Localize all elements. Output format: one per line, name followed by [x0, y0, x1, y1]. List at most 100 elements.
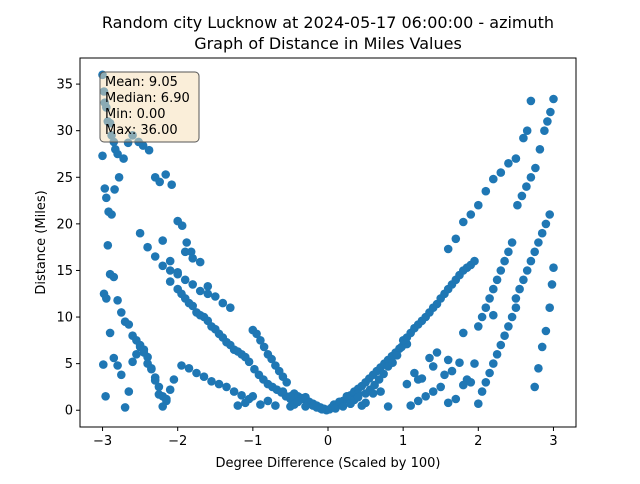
x-tick-label: −2 — [168, 434, 187, 449]
x-tick-label: −3 — [93, 434, 112, 449]
x-ticks: −3 −2 −1 0 1 2 3 — [93, 427, 558, 449]
data-point — [150, 376, 160, 385]
data-point — [154, 382, 164, 392]
data-point — [317, 405, 327, 414]
data-point — [489, 359, 498, 368]
data-point — [511, 294, 521, 303]
data-point — [286, 392, 295, 401]
data-point — [218, 298, 228, 308]
data-point — [167, 180, 176, 189]
data-point — [522, 266, 532, 275]
data-point — [466, 210, 476, 219]
data-point — [549, 263, 558, 273]
data-point — [162, 394, 171, 404]
data-point — [226, 303, 235, 313]
data-point — [214, 379, 224, 389]
data-point — [109, 353, 119, 363]
data-point — [233, 401, 243, 410]
plot-area-frame — [79, 57, 577, 428]
data-point — [481, 378, 491, 387]
data-point — [515, 284, 524, 294]
data-point — [541, 326, 551, 336]
data-point — [537, 228, 547, 238]
data-point — [474, 322, 483, 331]
data-point — [113, 361, 122, 370]
data-point — [165, 256, 175, 266]
data-point — [545, 303, 554, 313]
data-point — [436, 382, 446, 392]
data-point — [188, 301, 197, 311]
data-point — [113, 149, 122, 159]
data-point — [144, 145, 154, 155]
data-point — [229, 387, 239, 396]
data-point — [421, 392, 431, 401]
data-point — [278, 387, 288, 396]
data-point — [517, 191, 527, 201]
data-point — [474, 399, 483, 409]
data-point — [338, 402, 348, 411]
data-point — [443, 355, 453, 365]
data-point — [107, 210, 116, 219]
chart-title-line1: Random city Lucknow at 2024-05-17 06:00:… — [102, 13, 554, 32]
data-point — [547, 280, 557, 289]
data-point — [511, 303, 521, 313]
data-point — [346, 399, 355, 409]
data-point — [139, 345, 149, 355]
data-point — [105, 328, 115, 338]
data-points — [98, 70, 558, 415]
data-point — [413, 396, 423, 406]
data-point — [470, 256, 479, 266]
data-point — [530, 382, 539, 392]
data-point — [128, 357, 137, 367]
data-point — [383, 402, 393, 411]
data-point — [154, 390, 164, 399]
data-point — [237, 391, 246, 400]
data-point — [534, 364, 543, 373]
data-point — [211, 292, 220, 301]
data-point — [459, 380, 468, 390]
x-tick-label: 2 — [474, 434, 482, 449]
data-point — [425, 353, 434, 363]
data-point — [519, 133, 528, 143]
y-tick-label: 10 — [56, 311, 73, 326]
data-point — [443, 244, 453, 254]
data-point — [124, 320, 134, 329]
data-point — [177, 361, 186, 370]
data-point — [496, 168, 506, 177]
data-point — [158, 402, 167, 411]
y-tick-label: 30 — [56, 124, 73, 139]
data-point — [368, 389, 378, 398]
data-point — [535, 145, 545, 154]
data-point — [541, 219, 551, 229]
data-point — [103, 241, 113, 250]
data-point — [177, 221, 187, 230]
data-point — [180, 247, 190, 257]
data-point — [102, 193, 111, 203]
data-point — [455, 358, 464, 368]
data-point — [546, 107, 555, 117]
y-tick-label: 25 — [56, 171, 73, 186]
data-point — [192, 368, 201, 378]
data-point — [195, 257, 205, 267]
data-point — [173, 268, 182, 277]
data-point — [496, 266, 506, 275]
data-point — [504, 247, 513, 257]
data-point — [507, 238, 517, 247]
data-point — [342, 392, 352, 401]
data-point — [477, 387, 487, 396]
stats-box: Mean: 9.05 Median: 6.90 Min: 0.00 Max: 3… — [99, 71, 200, 143]
y-axis-label: Distance (Miles) — [34, 190, 49, 294]
data-point — [199, 372, 209, 382]
data-point — [117, 308, 126, 317]
data-point — [188, 253, 197, 263]
x-tick-label: −1 — [243, 434, 262, 449]
data-point — [150, 252, 160, 261]
data-point — [440, 370, 449, 380]
y-tick-label: 0 — [65, 404, 73, 419]
data-point — [492, 350, 502, 359]
data-point — [530, 247, 539, 257]
data-point — [222, 382, 231, 392]
data-point — [504, 159, 513, 168]
